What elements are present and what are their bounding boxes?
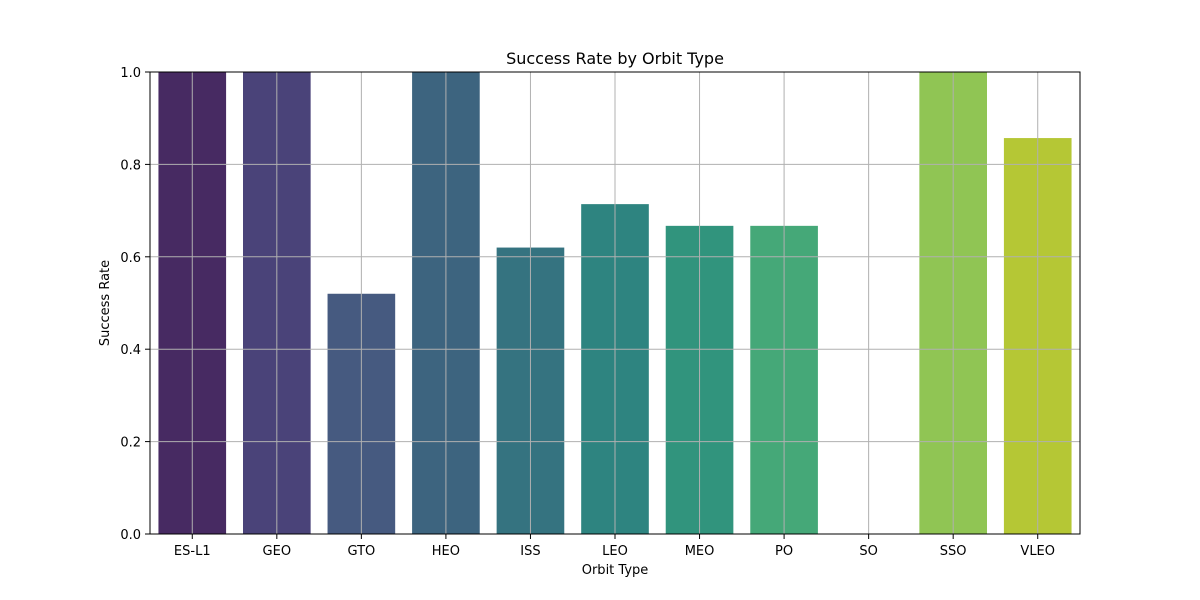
x-tick-label: PO bbox=[775, 544, 793, 559]
y-tick-label: 0.2 bbox=[120, 436, 141, 451]
x-tick-label: ES-L1 bbox=[174, 544, 211, 559]
x-tick-label: LEO bbox=[602, 544, 628, 559]
y-tick-label: 0.4 bbox=[120, 343, 141, 358]
y-tick-label: 0.8 bbox=[120, 158, 141, 173]
x-tick-label: GTO bbox=[347, 544, 375, 559]
y-tick-label: 0.0 bbox=[120, 528, 141, 543]
y-tick-label: 0.6 bbox=[120, 251, 141, 266]
x-tick-label: HEO bbox=[432, 544, 460, 559]
x-tick-label: MEO bbox=[685, 544, 715, 559]
axes: ES-L1 GEO GTO HEO ISS LEO MEO PO SO SSO VLEO 0.0 0.2… bbox=[120, 66, 1081, 559]
y-axis-label: Success Rate bbox=[98, 260, 113, 346]
x-axis-label: Orbit Type bbox=[582, 563, 649, 578]
x-tick-label: ISS bbox=[520, 544, 540, 559]
x-tick-label: SSO bbox=[940, 544, 967, 559]
x-tick-label: GEO bbox=[263, 544, 292, 559]
x-tick-label: SO bbox=[859, 544, 877, 559]
x-tick-label: VLEO bbox=[1020, 544, 1055, 559]
chart-title: Success Rate by Orbit Type bbox=[506, 49, 724, 68]
y-tick-label: 1.0 bbox=[120, 66, 141, 81]
